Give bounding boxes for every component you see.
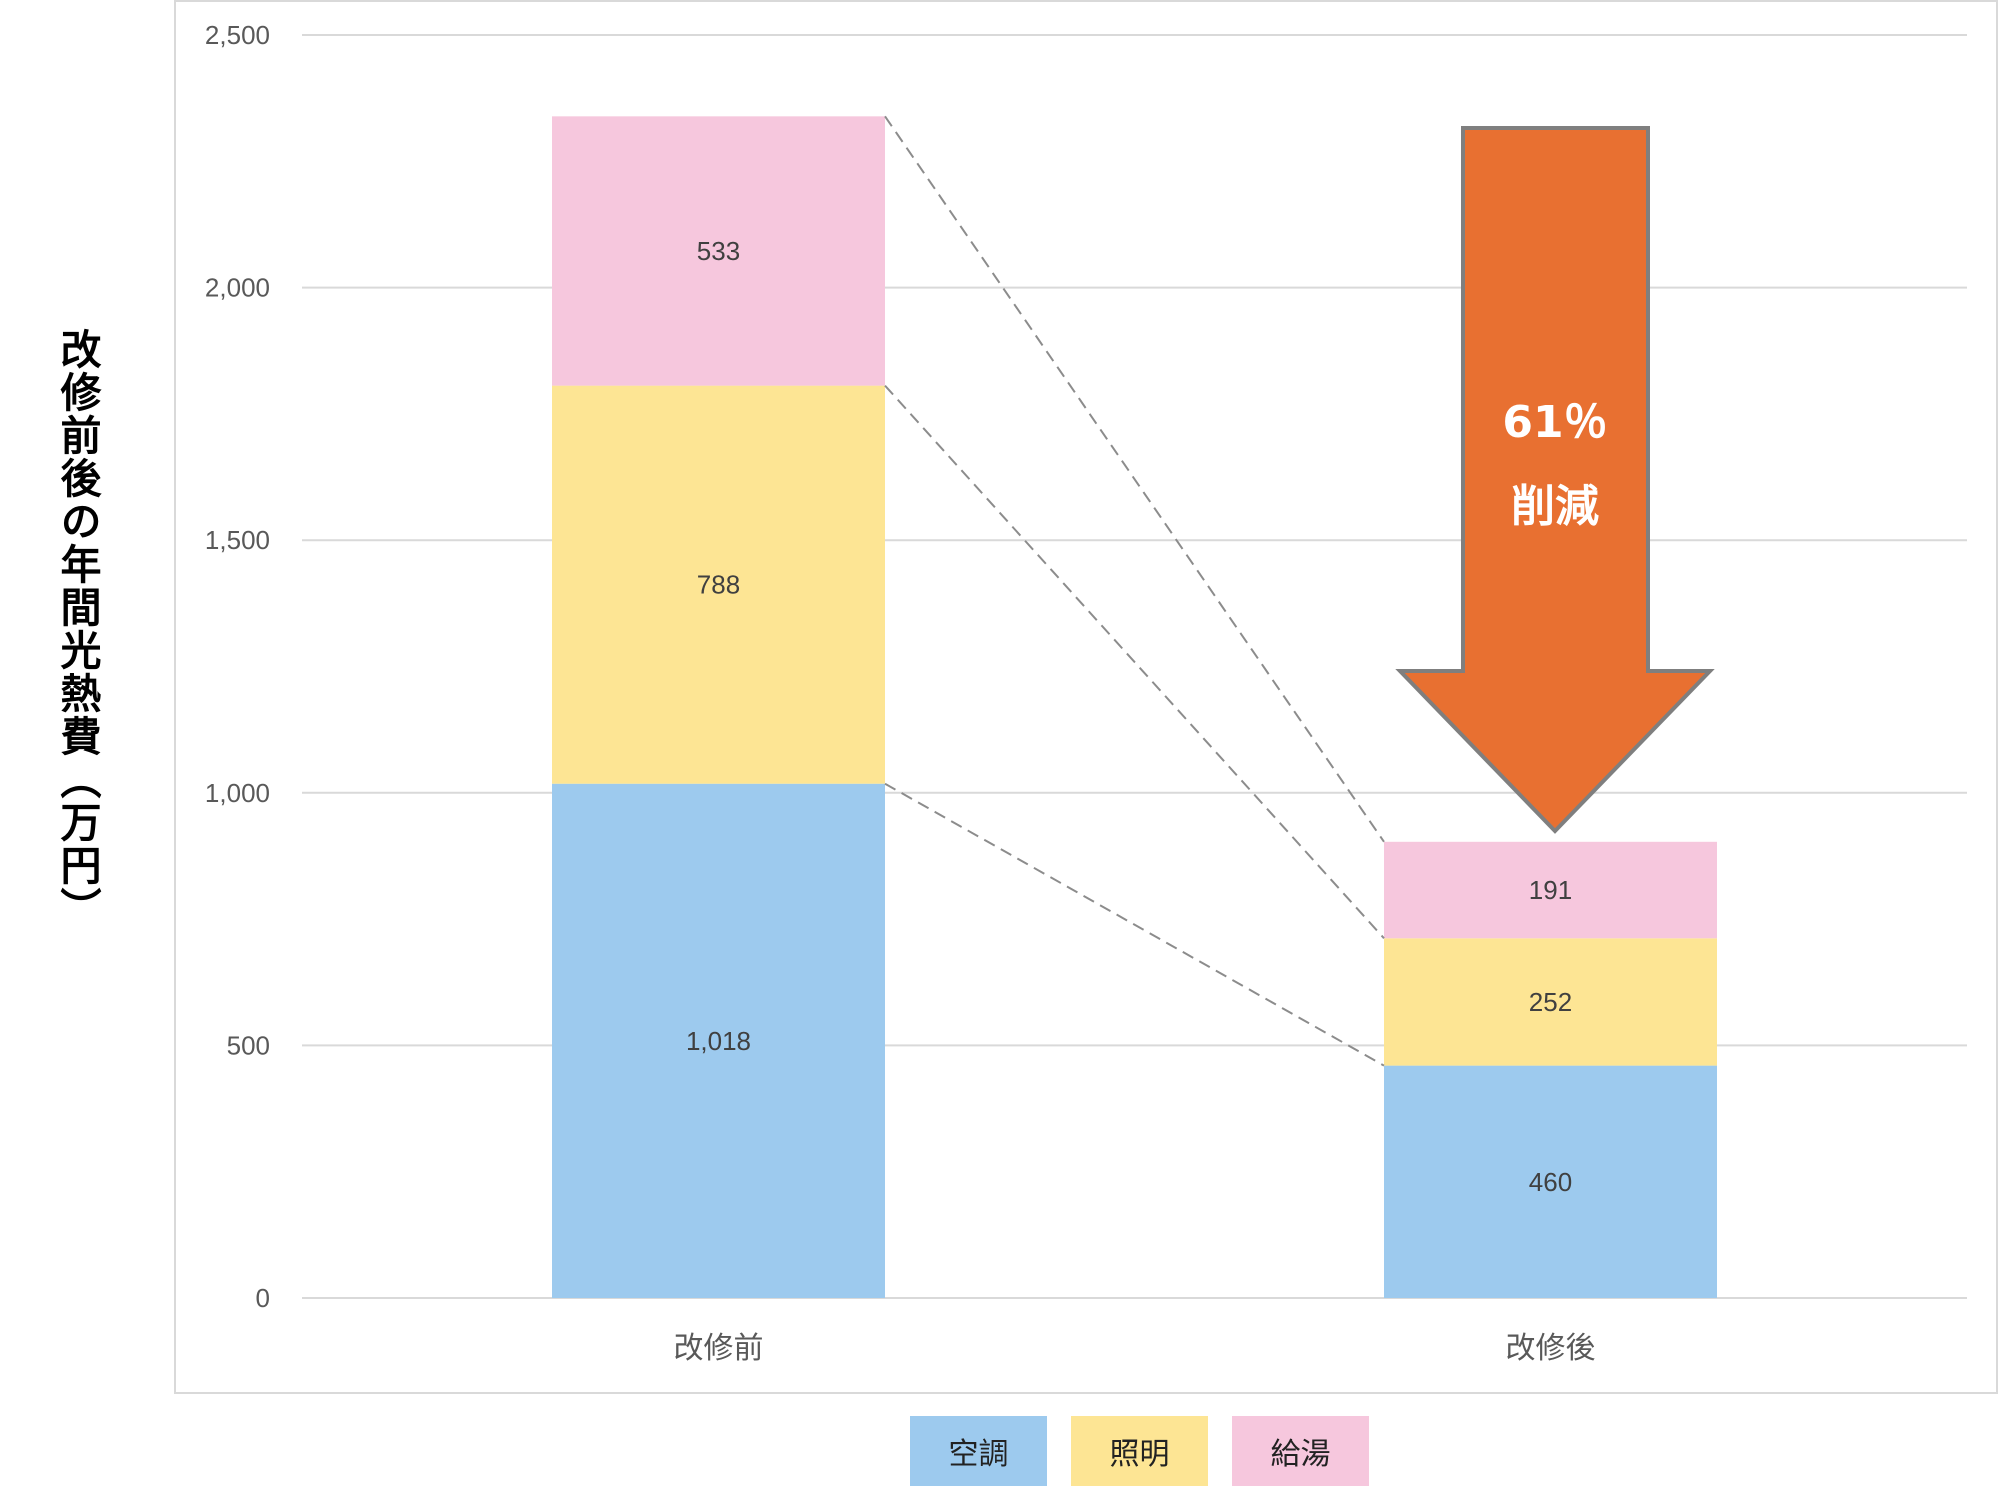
y-tick-label: 2,000 bbox=[205, 273, 270, 303]
bar-segment bbox=[1384, 938, 1717, 1066]
connector-line bbox=[884, 384, 1385, 939]
y-axis-title: 改修前後の年間光熱費（万円） bbox=[53, 328, 101, 930]
y-tick-label: 500 bbox=[227, 1030, 270, 1060]
x-axis-label: 改修前 bbox=[674, 1331, 764, 1366]
bar-segment bbox=[552, 116, 885, 386]
x-axis-label: 改修後 bbox=[1506, 1331, 1596, 1366]
legend-item-hot-water: 給湯 bbox=[1232, 1416, 1369, 1486]
down-arrow-icon bbox=[1395, 126, 1715, 834]
reduction-arrow: 61％ 削減 bbox=[1395, 126, 1715, 834]
plot-svg: 0 500 1,000 1,500 2,000 2,500 1,018 788 533 460 2… bbox=[205, 20, 1967, 1366]
data-label: 533 bbox=[697, 236, 740, 266]
reduction-label: 削減 bbox=[1511, 481, 1599, 532]
x-axis-labels: 改修前 改修後 bbox=[674, 1331, 1596, 1366]
reduction-percent: 61％ bbox=[1502, 397, 1607, 448]
y-tick-label: 1,000 bbox=[205, 778, 270, 808]
bar-segment bbox=[1384, 841, 1717, 939]
legend-item-lighting: 照明 bbox=[1071, 1416, 1208, 1486]
y-tick-label: 1,500 bbox=[205, 525, 270, 555]
y-tick-label: 0 bbox=[256, 1283, 270, 1313]
connector-line bbox=[884, 115, 1385, 843]
connector-line bbox=[884, 782, 1385, 1067]
legend: 空調 照明 給湯 bbox=[910, 1416, 1369, 1486]
data-label: 460 bbox=[1529, 1167, 1572, 1197]
connector-lines bbox=[884, 115, 1385, 1067]
bar-segment bbox=[1384, 1065, 1717, 1298]
legend-item-aircon: 空調 bbox=[910, 1416, 1047, 1486]
bar-segment bbox=[552, 783, 885, 1298]
bar-segment bbox=[552, 385, 885, 784]
data-label: 252 bbox=[1529, 987, 1572, 1017]
data-label: 191 bbox=[1529, 875, 1572, 905]
bars: 1,018 788 533 460 252 191 bbox=[552, 116, 1717, 1298]
data-label: 1,018 bbox=[686, 1026, 751, 1056]
y-axis-ticks: 0 500 1,000 1,500 2,000 2,500 bbox=[205, 20, 270, 1313]
y-tick-label: 2,500 bbox=[205, 20, 270, 50]
data-label: 788 bbox=[697, 570, 740, 600]
gridlines bbox=[302, 34, 1967, 1299]
